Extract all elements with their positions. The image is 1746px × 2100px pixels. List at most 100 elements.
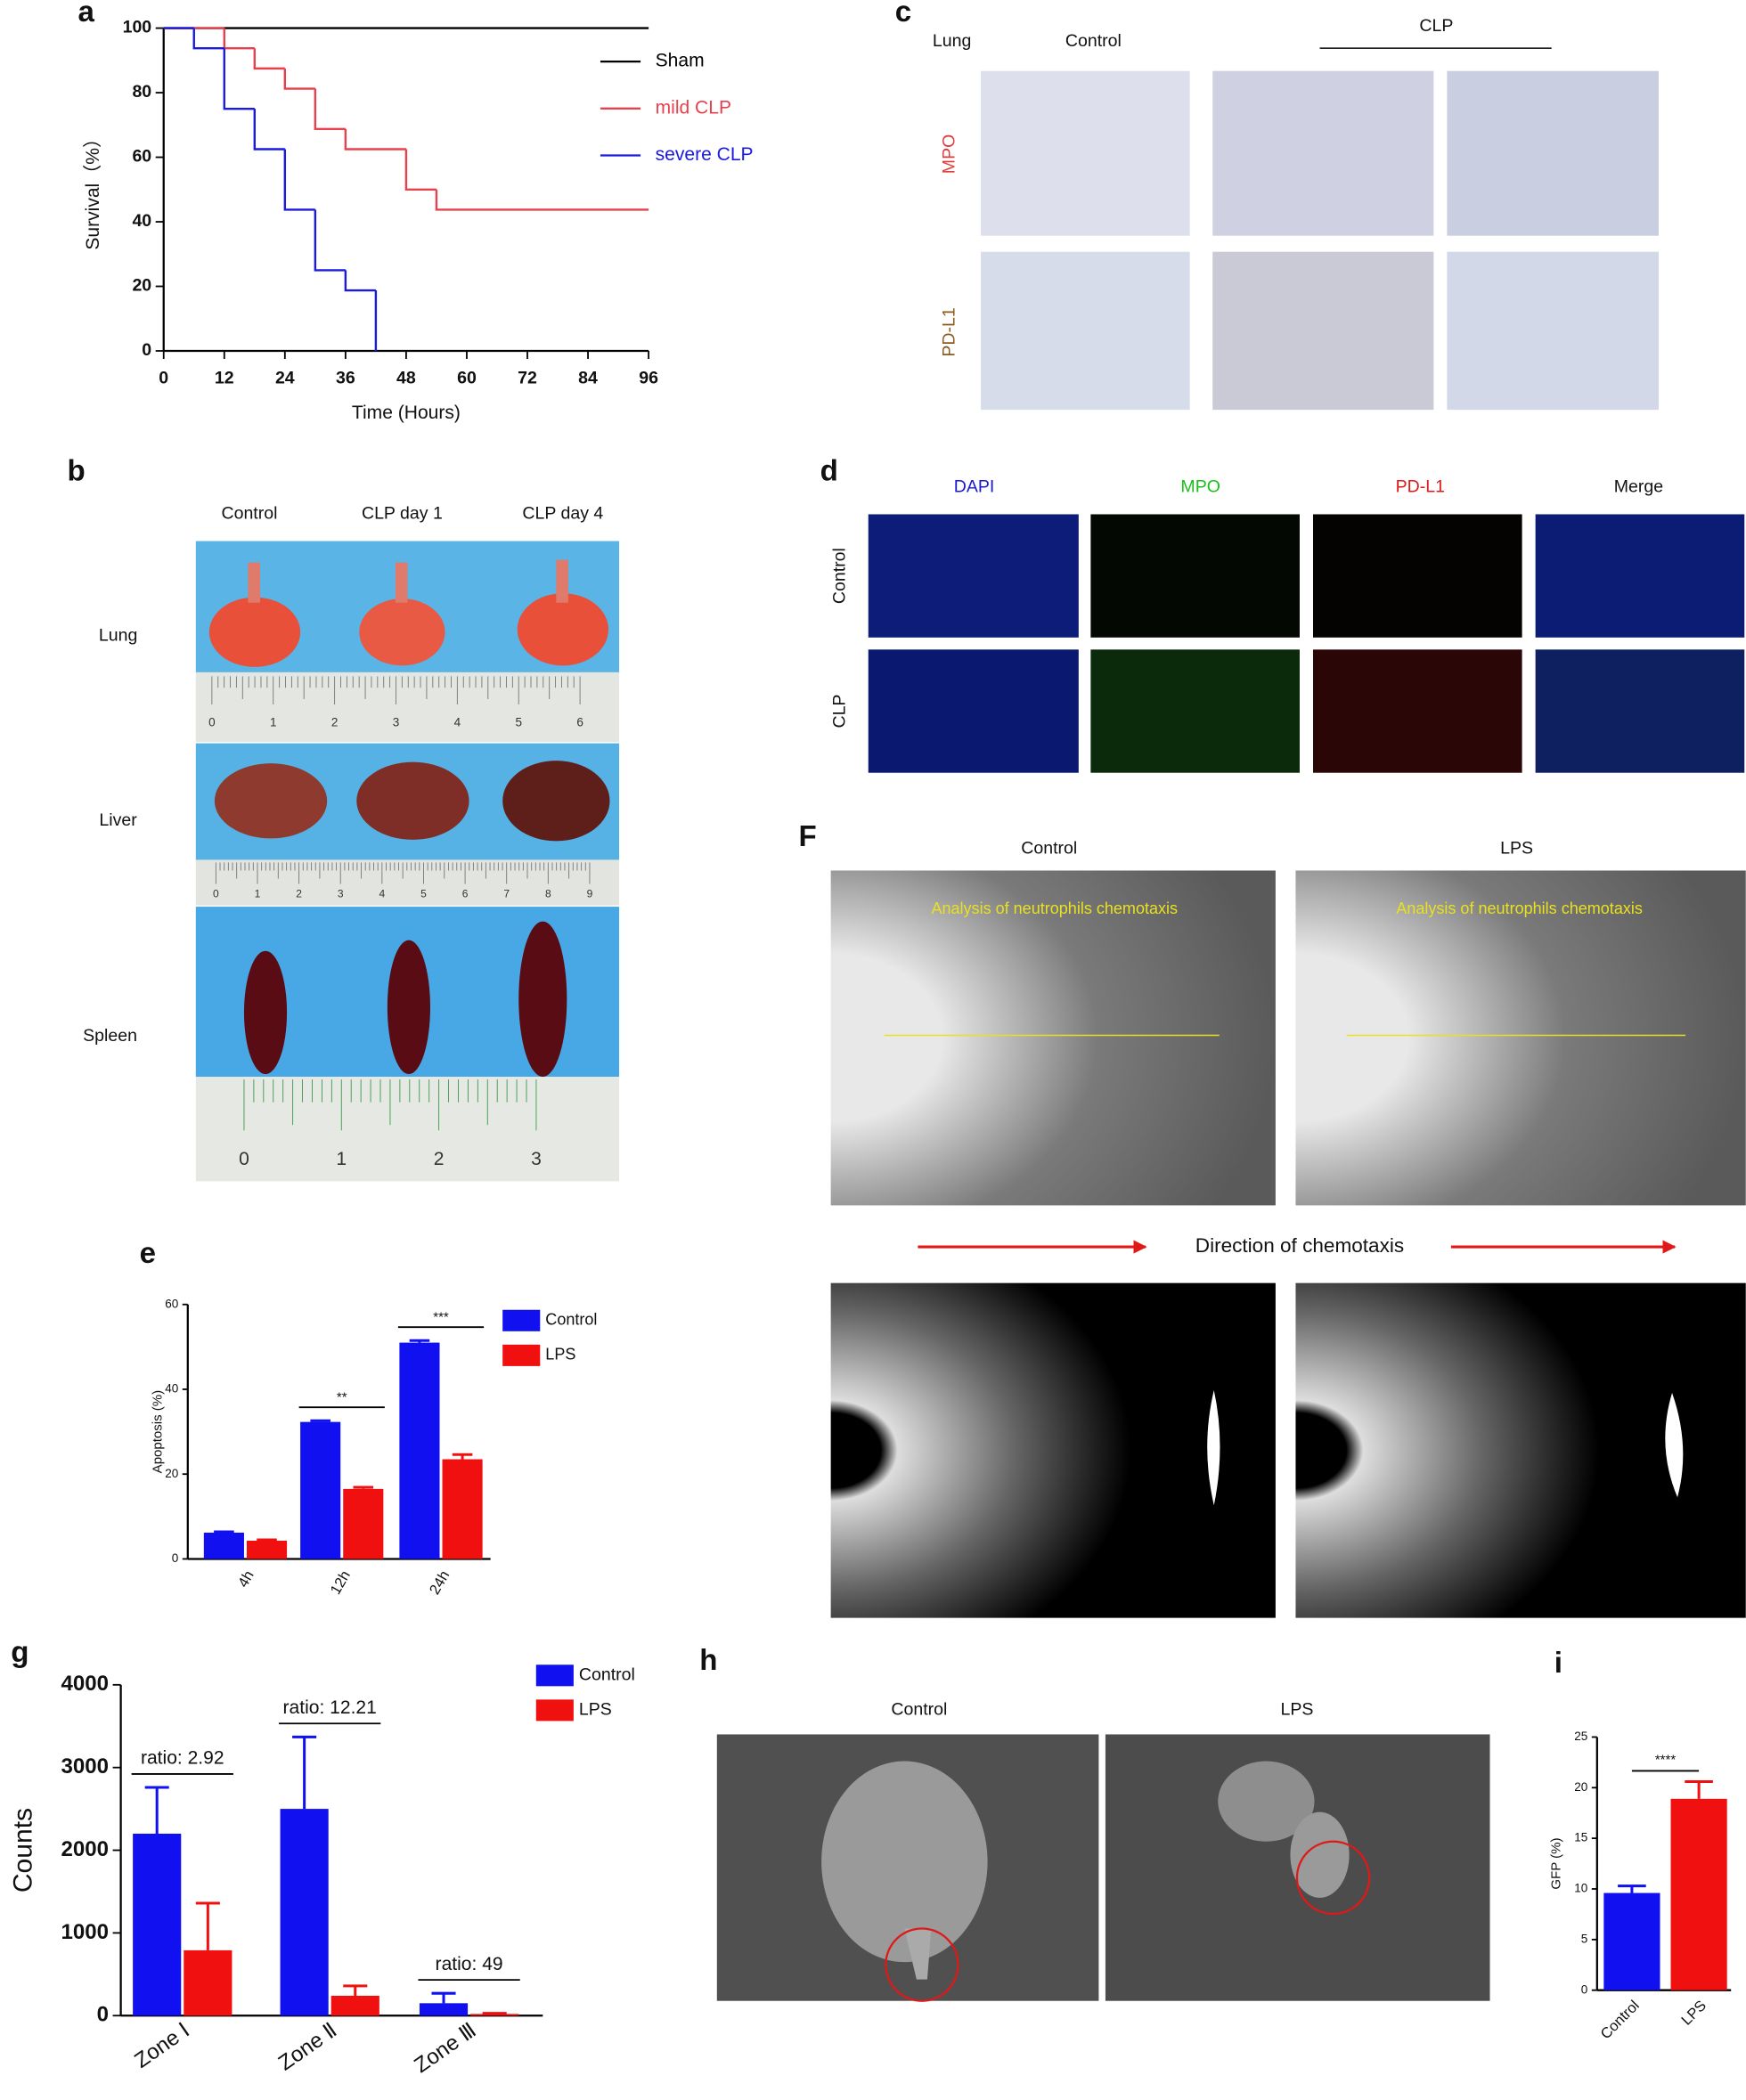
panel-label: g (11, 1636, 29, 1669)
y-tick-label: 40 (132, 211, 151, 231)
survival-step (344, 270, 376, 292)
y-tick-label: 3000 (61, 1754, 109, 1778)
bar (442, 1459, 483, 1559)
x-axis-label: Time (Hours) (352, 403, 461, 423)
annotation: ratio: 49 (436, 1954, 503, 1974)
ruler-number: 1 (255, 888, 261, 900)
ruler (195, 859, 620, 906)
x-tick-label: 24h (426, 1567, 453, 1597)
x-tick-label: Zone Ⅰ (130, 2018, 194, 2072)
legend-label: mild CLP (656, 97, 731, 118)
micrograph (981, 70, 1190, 236)
panel-label: i (1554, 1647, 1562, 1680)
x-tick-label: Zone Ⅲ (410, 2018, 480, 2078)
caption: Direction of chemotaxis (1195, 1234, 1404, 1257)
micrograph (1447, 70, 1659, 236)
error-bar (431, 1991, 456, 2004)
well (1665, 1392, 1684, 1498)
panel-d: d DAPI MPO PD-L1 Merge Control CLP (820, 455, 1745, 773)
column-label: Merge (1614, 477, 1663, 497)
column-label: Control (891, 1700, 947, 1720)
x-tick-label: 72 (518, 369, 537, 388)
panel-label: h (699, 1644, 717, 1677)
error-bar (257, 1538, 277, 1542)
legend-swatch (502, 1344, 541, 1366)
x-tick-label: 12h (327, 1567, 354, 1597)
x-tick-label: 12 (215, 369, 234, 388)
y-tick-label: 4000 (61, 1672, 109, 1696)
micrograph (1313, 514, 1522, 638)
survival-step (253, 48, 285, 70)
survival-step (435, 189, 649, 211)
y-tick-label: 20 (165, 1467, 178, 1480)
legend-label: Control (545, 1311, 597, 1329)
bar (343, 1488, 384, 1559)
micrograph (1535, 514, 1745, 638)
ruler-number: 7 (503, 888, 510, 900)
y-tick-label: 20 (1574, 1780, 1587, 1794)
ruler-number: 1 (270, 716, 277, 729)
highlight-circle (1295, 1840, 1371, 1916)
legend-label: LPS (579, 1700, 612, 1720)
overlay-text: Analysis of neutrophils chemotaxis (931, 899, 1178, 917)
y-axis-label: Survival（%） (83, 129, 103, 250)
x-tick-label: 84 (578, 369, 598, 388)
error-bar (195, 1901, 220, 1950)
legend-label: Control (579, 1665, 635, 1684)
error-bar (214, 1530, 234, 1534)
panel-label: c (895, 0, 911, 28)
error-bar (1685, 1779, 1713, 1799)
ruler-number: 5 (420, 888, 427, 900)
annotation: ratio: 12.21 (283, 1697, 377, 1718)
x-tick-label: 60 (457, 369, 477, 388)
column-label: Control (1065, 31, 1122, 51)
legend-swatch (535, 1665, 574, 1687)
x-tick-label: Control (1597, 1997, 1643, 2042)
panel-f: F Control LPS Analysis of neutrophils ch… (799, 820, 1746, 1618)
error-bar (482, 2012, 507, 2015)
micrograph (1212, 251, 1434, 411)
cell (821, 1761, 988, 1963)
panel-h: h Control LPS (699, 1644, 1490, 2002)
cell (1218, 1761, 1315, 1842)
survival-step (223, 48, 255, 110)
error-bar (292, 1735, 317, 1810)
x-tick-label: 48 (396, 369, 416, 388)
legend-label: Sham (656, 51, 705, 71)
row-label: Lung (99, 625, 137, 645)
micrograph (1447, 251, 1659, 411)
y-tick-label: 20 (132, 276, 151, 296)
y-axis-label: Apoptosis (%) (151, 1390, 166, 1473)
error-bar (343, 1984, 368, 1996)
y-tick-label: 5 (1581, 1932, 1588, 1945)
y-tick-label: 0 (172, 1551, 179, 1565)
error-bar (144, 1786, 169, 1834)
panel-label: b (67, 455, 85, 488)
row-label: Spleen (83, 1026, 137, 1046)
ruler-number: 0 (239, 1149, 249, 1169)
tissue-label: Lung (933, 31, 971, 51)
y-axis-label: GFP (%) (1549, 1838, 1564, 1890)
bar (470, 2014, 519, 2016)
y-axis-label: Counts (8, 1808, 37, 1892)
row-label: MPO (940, 134, 959, 175)
micrograph (1313, 649, 1522, 773)
x-tick-label: Zone Ⅱ (274, 2018, 342, 2075)
ruler (195, 672, 620, 743)
bar (419, 2003, 469, 2016)
legend-swatch (535, 1699, 574, 1722)
column-label: DAPI (954, 477, 995, 497)
annotation: ** (337, 1389, 347, 1404)
chamber-photo (1295, 870, 1746, 1206)
ruler-number: 2 (331, 716, 339, 729)
y-tick-label: 0 (1581, 1982, 1588, 1996)
row-label: PD-L1 (940, 307, 959, 356)
column-label: PD-L1 (1396, 477, 1445, 497)
micrograph (868, 649, 1079, 773)
micrograph (868, 514, 1079, 638)
survival-step (314, 209, 346, 272)
annotation: ratio: 2.92 (141, 1748, 224, 1769)
panel-label: a (78, 0, 94, 28)
bar (1670, 1798, 1727, 1990)
